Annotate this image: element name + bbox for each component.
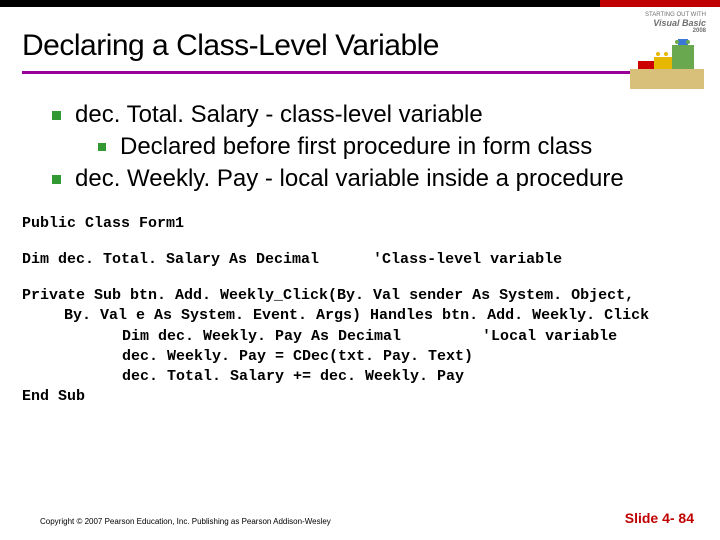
bullet-square-icon <box>98 143 106 151</box>
code-line: End Sub <box>22 387 698 407</box>
code-line: Dim dec. Total. Salary As Decimal 'Class… <box>22 250 698 270</box>
bullet-text: dec. Total. Salary - class-level variabl… <box>75 100 483 130</box>
slide-number: Slide 4- 84 <box>625 510 694 526</box>
blocks-icon <box>628 39 706 91</box>
bullet-square-icon <box>52 175 61 184</box>
bullet-square-icon <box>52 111 61 120</box>
footer: Copyright © 2007 Pearson Education, Inc.… <box>40 510 694 526</box>
book-logo: STARTING OUT WITH Visual Basic 2008 <box>586 12 706 96</box>
bullet-text: Declared before first procedure in form … <box>120 132 592 162</box>
code-line: dec. Total. Salary += dec. Weekly. Pay <box>22 367 698 387</box>
code-line: Public Class Form1 <box>22 214 698 234</box>
code-line: Dim dec. Weekly. Pay As Decimal 'Local v… <box>22 327 698 347</box>
code-line: By. Val e As System. Event. Args) Handle… <box>22 306 698 326</box>
code-line: dec. Weekly. Pay = CDec(txt. Pay. Text) <box>22 347 698 367</box>
bullet-text: dec. Weekly. Pay - local variable inside… <box>75 164 624 194</box>
code-block: Public Class Form1 Dim dec. Total. Salar… <box>0 196 720 408</box>
logo-line2: Visual Basic <box>586 19 706 29</box>
logo-line3: 2008 <box>586 28 706 35</box>
bullet-item: dec. Weekly. Pay - local variable inside… <box>52 164 690 194</box>
top-accent-bar <box>0 0 720 7</box>
code-line: Private Sub btn. Add. Weekly_Click(By. V… <box>22 286 698 306</box>
top-bar-red <box>600 0 720 7</box>
bullet-item: dec. Total. Salary - class-level variabl… <box>52 100 690 130</box>
bullet-item: Declared before first procedure in form … <box>98 132 690 162</box>
top-bar-black <box>0 0 600 7</box>
copyright-text: Copyright © 2007 Pearson Education, Inc.… <box>40 517 331 526</box>
